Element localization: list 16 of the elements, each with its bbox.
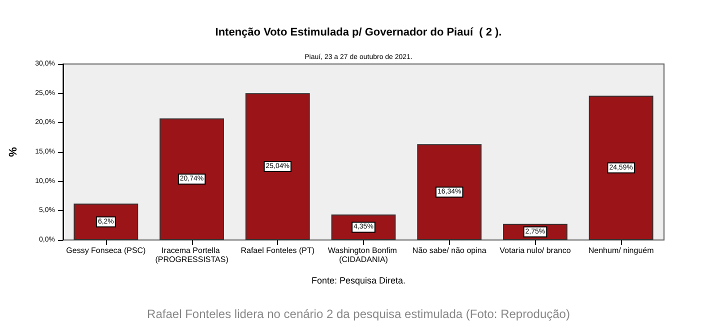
source-note: Fonte: Pesquisa Direta. — [311, 276, 406, 286]
x-tick-label: Votaria nulo/ branco — [500, 246, 572, 255]
bar — [74, 204, 138, 240]
bar — [417, 144, 482, 240]
x-tick-label: Iracema Portella (PROGRESSISTAS) — [155, 246, 229, 264]
x-tick-label: Nenhum/ ninguém — [588, 246, 654, 255]
chart-title: Intenção Voto Estimulada p/ Governador do Piauí ( 2 ). — [215, 26, 502, 38]
x-tick-label: Gessy Fonseca (PSC) — [66, 246, 146, 255]
x-tick-label: Washington Bonfim (CIDADANIA) — [328, 246, 400, 264]
x-tick-label: Não sabe/ não opina — [412, 246, 487, 255]
text: Rafael Fonteles lidera no cenário 2 da pesquisa estimulada (Foto: Reprodução) — [147, 307, 570, 321]
bar — [588, 96, 654, 240]
y-axis-title: % — [8, 146, 20, 157]
bar — [160, 118, 224, 240]
bar — [245, 93, 310, 240]
x-tick-label: Rafael Fonteles (PT) — [240, 246, 315, 255]
